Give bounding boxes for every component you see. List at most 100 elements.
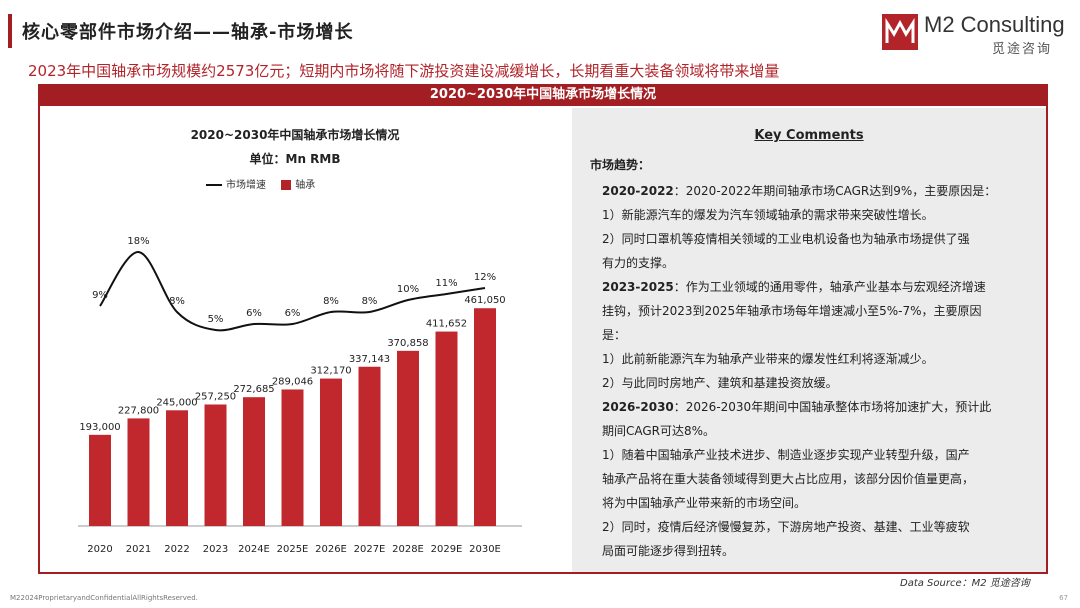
bar-value-label: 257,250	[195, 391, 236, 402]
bar-value-label: 312,170	[310, 366, 351, 377]
growth-rate-label: 8%	[169, 296, 185, 307]
comment-period-label: 2026-2030	[602, 400, 674, 414]
x-tick-label: 2029E	[431, 544, 463, 555]
x-tick-label: 2030E	[469, 544, 501, 555]
logo-subtext: 觅途咨询	[992, 42, 1053, 57]
x-tick-label: 2024E	[238, 544, 270, 555]
comment-line: 2023-2025：作为工业领域的通用零件，轴承产业基本与宏观经济增速	[602, 278, 986, 295]
growth-rate-label: 12%	[474, 272, 496, 283]
comment-line: 2026-2030：2026-2030年期间中国轴承整体市场将加速扩大，预计此	[602, 398, 991, 415]
chart-legend: 市场增速 轴承	[206, 176, 315, 191]
growth-rate-label: 9%	[92, 290, 108, 301]
x-tick-label: 2027E	[354, 544, 386, 555]
comment-line: 2020-2022：2020-2022年期间轴承市场CAGR达到9%，主要原因是…	[602, 182, 996, 199]
x-tick-label: 2025E	[277, 544, 309, 555]
x-tick-label: 2020	[87, 544, 112, 555]
page-title: 核心零部件市场介绍——轴承-市场增长	[22, 22, 354, 43]
growth-rate-label: 6%	[285, 308, 301, 319]
growth-rate-label: 8%	[362, 296, 378, 307]
comment-text: 1）此前新能源汽车为轴承产业带来的爆发性红利将逐渐减少。	[602, 352, 934, 366]
x-tick-label: 2022	[164, 544, 189, 555]
bar	[435, 331, 458, 526]
bar	[358, 366, 381, 526]
comment-line: 1）新能源汽车的爆发为汽车领域轴承的需求带来突破性增长。	[602, 206, 934, 223]
comment-line: 将为中国轴承产业带来新的市场空间。	[602, 494, 806, 511]
comment-line: 1）此前新能源汽车为轴承产业带来的爆发性红利将逐渐减少。	[602, 350, 934, 367]
comment-period-label: 2020-2022	[602, 184, 674, 198]
chart-unit: 单位：Mn RMB	[249, 152, 341, 166]
bar-value-label: 272,685	[233, 384, 274, 395]
bar	[127, 418, 150, 526]
comment-text: 2）与此同时房地产、建筑和基建投资放缓。	[602, 376, 838, 390]
chart-title: 2020~2030年中国轴承市场增长情况	[190, 128, 400, 142]
footer-copyright: M22024ProprietaryandConfidentialAllRight…	[10, 594, 198, 602]
bar-value-label: 370,858	[387, 338, 428, 349]
bar	[243, 397, 265, 526]
bar	[320, 378, 342, 526]
bar	[474, 308, 496, 526]
comment-line: 2）同时口罩机等疫情相关领域的工业电机设备也为轴承市场提供了强	[602, 230, 970, 247]
bar	[397, 350, 419, 526]
bar	[281, 389, 304, 526]
legend-label-growth: 市场增速	[226, 180, 266, 191]
comment-line: 2）同时，疫情后经济慢慢复苏，下游房地产投资、基建、工业等疲软	[602, 518, 970, 535]
legend-line-swatch	[206, 184, 222, 186]
comment-line: 轴承产品将在重大装备领域得到更大占比应用，该部分因价值量更高，	[602, 470, 974, 487]
comment-text: 2）同时，疫情后经济慢慢复苏，下游房地产投资、基建、工业等疲软	[602, 520, 970, 534]
bar	[166, 410, 188, 526]
comment-text: 是：	[602, 328, 627, 342]
comment-text: 局面可能逐步得到扭转。	[602, 544, 735, 558]
comment-line: 期间CAGR可达8%。	[602, 422, 715, 439]
panel-header: 2020~2030年中国轴承市场增长情况	[38, 84, 1048, 106]
legend-bar-swatch	[281, 180, 292, 190]
bar	[89, 434, 111, 526]
comment-line: 有力的支撑。	[602, 254, 674, 271]
x-tick-label: 2028E	[392, 544, 424, 555]
bearing-market-chart: 193,000 2020 227,800 2021 245,000 2022 257,250…	[78, 236, 522, 555]
page-subtitle: 2023年中国轴承市场规模约2573亿元；短期内市场将随下游投资建设减缓增长，长…	[28, 62, 780, 80]
logo-text: M2 Consulting	[924, 12, 1065, 37]
bar-value-label: 245,000	[156, 397, 197, 408]
bar-value-label: 411,652	[426, 319, 467, 330]
comment-line: 挂钩，预计2023到2025年轴承市场每年增速减小至5%-7%，主要原因	[602, 302, 982, 319]
brand-logo: M2 Consulting 觅途咨询	[882, 12, 1065, 57]
growth-rate-label: 11%	[435, 278, 457, 289]
growth-rate-label: 8%	[323, 296, 339, 307]
key-comments-panel: Key Comments 市场趋势： 2020-2022：2020-2022年期…	[572, 108, 1046, 572]
data-source: Data Source：M2 觅途咨询	[900, 578, 1030, 589]
growth-line	[99, 250, 486, 332]
x-tick-label: 2021	[126, 544, 151, 555]
comment-text: 挂钩，预计2023到2025年轴承市场每年增速减小至5%-7%，主要原因	[602, 304, 982, 318]
comment-text: 2）同时口罩机等疫情相关领域的工业电机设备也为轴承市场提供了强	[602, 232, 970, 246]
growth-rate-label: 18%	[127, 236, 149, 247]
bar-value-label: 461,050	[464, 295, 505, 306]
comment-text: 有力的支撑。	[602, 256, 675, 270]
comment-text: ：2020-2022年期间轴承市场CAGR达到9%，主要原因是：	[673, 184, 997, 198]
comment-text: 期间CAGR可达8%。	[602, 424, 716, 438]
bar-value-label: 289,046	[272, 376, 313, 387]
market-trend-heading: 市场趋势：	[590, 158, 651, 172]
comment-text: ：作为工业领域的通用零件，轴承产业基本与宏观经济增速	[673, 280, 986, 294]
comment-period-label: 2023-2025	[602, 280, 674, 294]
legend-label-bearing: 轴承	[295, 180, 316, 191]
page-number: 67	[1059, 594, 1068, 602]
m2-logo-icon	[882, 14, 918, 50]
comment-text: ：2026-2030年期间中国轴承整体市场将加速扩大，预计此	[673, 400, 992, 414]
bar-value-label: 227,800	[118, 405, 159, 416]
key-comments-title: Key Comments	[754, 128, 864, 143]
growth-rate-label: 10%	[397, 284, 419, 295]
title-accent-bar	[8, 14, 12, 48]
comment-text: 将为中国轴承产业带来新的市场空间。	[602, 496, 807, 510]
comment-line: 局面可能逐步得到扭转。	[602, 542, 734, 559]
comment-line: 1）随着中国轴承产业技术进步、制造业逐步实现产业转型升级，国产	[602, 446, 970, 463]
growth-rate-label: 5%	[208, 314, 224, 325]
growth-rate-label: 6%	[246, 308, 262, 319]
comment-line: 是：	[602, 326, 626, 343]
bar	[204, 404, 227, 526]
comment-text: 1）新能源汽车的爆发为汽车领域轴承的需求带来突破性增长。	[602, 208, 934, 222]
bar-value-label: 193,000	[79, 422, 120, 433]
x-tick-label: 2023	[203, 544, 228, 555]
comment-line: 2）与此同时房地产、建筑和基建投资放缓。	[602, 374, 838, 391]
comment-text: 轴承产品将在重大装备领域得到更大占比应用，该部分因价值量更高，	[602, 472, 975, 486]
comment-text: 1）随着中国轴承产业技术进步、制造业逐步实现产业转型升级，国产	[602, 448, 970, 462]
